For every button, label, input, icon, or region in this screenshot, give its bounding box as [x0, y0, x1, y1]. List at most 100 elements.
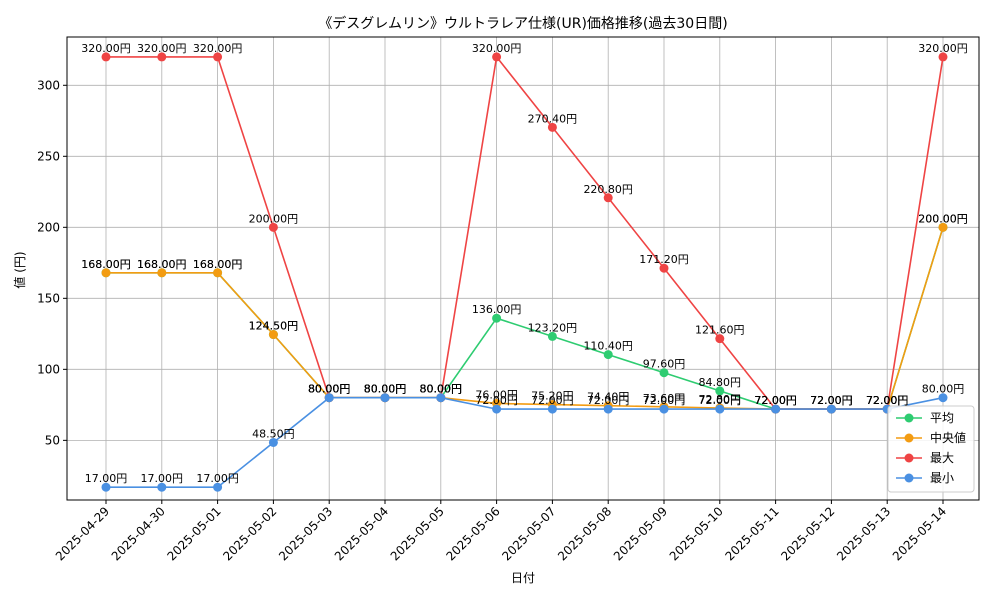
data-label: 80.00円	[364, 383, 407, 396]
data-label: 72.00円	[754, 394, 797, 407]
x-tick-label: 2025-05-08	[555, 504, 614, 563]
legend-marker	[904, 433, 914, 443]
data-label: 200.00円	[918, 212, 968, 225]
data-label: 320.00円	[918, 42, 968, 55]
data-label: 17.00円	[196, 472, 239, 485]
data-label: 320.00円	[472, 42, 522, 55]
data-label: 72.00円	[699, 394, 742, 407]
data-label: 270.40円	[528, 112, 578, 125]
data-label: 80.00円	[308, 383, 351, 396]
data-label: 80.00円	[308, 383, 351, 396]
data-point	[771, 404, 781, 414]
data-label: 80.00円	[420, 383, 463, 396]
data-point	[547, 331, 557, 341]
data-point	[492, 313, 502, 323]
x-tick-label: 2025-05-09	[611, 504, 670, 563]
data-label: 80.00円	[420, 383, 463, 396]
data-label: 171.20円	[639, 253, 689, 266]
x-tick-label: 2025-05-07	[499, 504, 558, 563]
data-point	[436, 393, 446, 403]
data-point	[603, 404, 613, 414]
data-label: 136.00円	[472, 303, 522, 316]
legend-label: 平均	[930, 411, 954, 425]
data-label: 80.00円	[922, 383, 965, 396]
y-tick-label: 150	[37, 291, 60, 305]
y-tick-label: 300	[37, 78, 60, 92]
data-point	[659, 404, 669, 414]
data-point	[157, 482, 167, 492]
legend-marker	[904, 453, 914, 463]
data-label: 74.40円	[587, 391, 630, 404]
series-line	[106, 227, 944, 410]
legend-label: 最大	[930, 451, 954, 465]
data-label: 168.00円	[193, 258, 243, 271]
legend-marker	[904, 413, 914, 423]
data-label: 168.00円	[193, 258, 243, 271]
data-label: 168.00円	[137, 258, 187, 271]
x-tick-label: 2025-05-02	[220, 504, 279, 563]
data-point	[213, 268, 223, 278]
data-label: 168.00円	[81, 258, 131, 271]
y-tick-label: 100	[37, 362, 60, 376]
data-label: 72.00円	[866, 394, 909, 407]
data-label: 320.00円	[81, 42, 131, 55]
data-point	[938, 52, 948, 62]
data-label: 168.00円	[81, 258, 131, 271]
data-label: 123.20円	[528, 321, 578, 334]
data-point	[826, 404, 836, 414]
x-tick-label: 2025-05-11	[723, 504, 782, 563]
data-label: 320.00円	[137, 42, 187, 55]
data-label: 72.00円	[866, 394, 909, 407]
x-axis-title: 日付	[511, 571, 535, 585]
data-label: 76.00円	[475, 388, 518, 401]
data-point	[213, 482, 223, 492]
data-point	[547, 122, 557, 132]
data-point	[492, 404, 502, 414]
x-tick-label: 2025-05-06	[444, 504, 503, 563]
legend-label: 最小	[930, 471, 954, 485]
x-tick-label: 2025-05-10	[667, 504, 726, 563]
data-point	[380, 393, 390, 403]
data-label: 80.00円	[420, 383, 463, 396]
data-label: 320.00円	[193, 42, 243, 55]
x-tick-label: 2025-04-30	[109, 504, 168, 563]
data-point	[268, 437, 278, 447]
data-label: 72.00円	[531, 394, 574, 407]
data-point	[492, 52, 502, 62]
data-point	[157, 52, 167, 62]
data-label: 17.00円	[141, 472, 184, 485]
x-tick-label: 2025-05-05	[388, 504, 447, 563]
data-label: 72.00円	[810, 394, 853, 407]
x-tick-label: 2025-05-03	[276, 504, 335, 563]
data-label: 121.60円	[695, 324, 745, 337]
data-label: 124.50円	[249, 320, 299, 333]
y-tick-label: 50	[45, 433, 60, 447]
data-label: 72.00円	[810, 394, 853, 407]
series-layer	[101, 52, 948, 492]
legend-marker	[904, 473, 914, 483]
data-label: 72.00円	[810, 394, 853, 407]
data-label: 80.00円	[364, 383, 407, 396]
data-label: 72.00円	[754, 394, 797, 407]
data-point	[268, 330, 278, 340]
data-label: 80.00円	[420, 383, 463, 396]
data-label: 110.40円	[583, 340, 633, 353]
data-point	[603, 350, 613, 360]
data-point	[659, 368, 669, 378]
data-label: 72.00円	[643, 394, 686, 407]
chart-title: 《デスグレムリン》ウルトラレア仕様(UR)価格推移(過去30日間)	[318, 15, 727, 32]
data-label: 17.00円	[85, 472, 128, 485]
legend-label: 中央値	[930, 430, 966, 445]
series-line	[106, 396, 944, 489]
x-tick-label: 2025-05-13	[834, 504, 893, 563]
data-label: 200.00円	[918, 212, 968, 225]
data-point	[715, 386, 725, 396]
plot-frame	[66, 36, 980, 501]
legend-box	[887, 405, 975, 493]
data-label: 72.00円	[587, 394, 630, 407]
data-label: 73.60円	[643, 392, 686, 405]
series-line	[106, 227, 944, 410]
data-label: 124.50円	[249, 320, 299, 333]
